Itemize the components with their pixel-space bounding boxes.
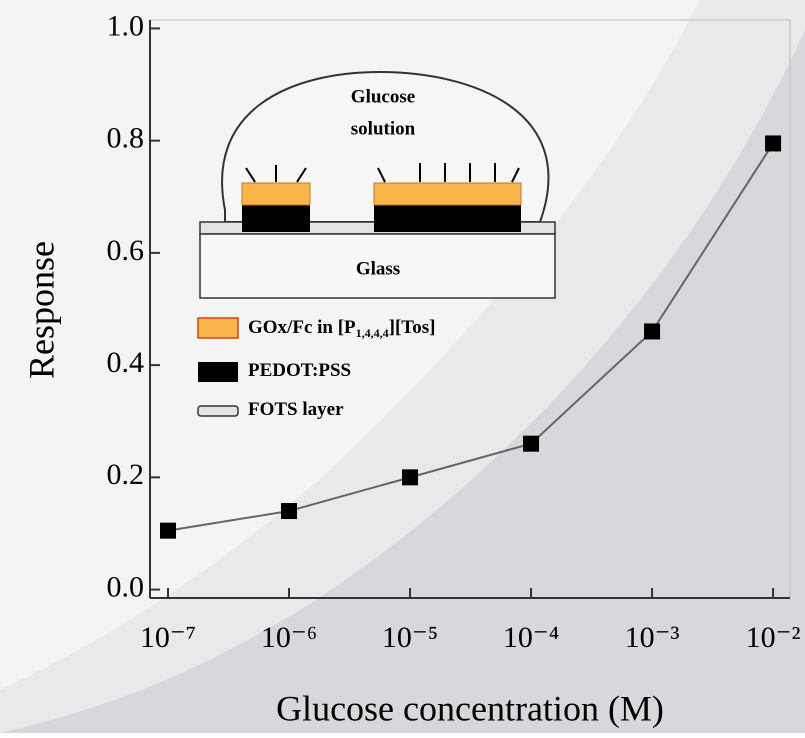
y-axis-label: Response <box>21 241 61 379</box>
data-line <box>167 142 774 532</box>
gox-block <box>241 182 311 206</box>
data-point <box>281 503 298 520</box>
glass-substrate <box>199 233 556 299</box>
x-tick-label: 10⁻⁶ <box>261 621 317 654</box>
solution-label: Glucose <box>351 86 415 107</box>
legend-label: GOx/Fc in [P1,4,4,4][Tos] <box>248 317 435 339</box>
y-tick-label: 0.4 <box>107 346 145 379</box>
x-tick-label: 10⁻² <box>746 621 801 654</box>
arrows <box>245 163 520 183</box>
y-tick-label: 1.0 <box>107 9 145 42</box>
inset-diagram: Glucose solution Glass GOx/Fc in [P1,4,4… <box>197 70 556 420</box>
data-point <box>765 135 782 152</box>
pedot-block <box>374 205 521 232</box>
data-point <box>644 323 661 340</box>
legend-swatch <box>198 362 238 382</box>
gox-block <box>373 182 522 206</box>
legend-label-part: FOTS layer <box>248 399 344 420</box>
substrate-label: Glass <box>356 258 400 279</box>
legend-swatch <box>197 405 239 417</box>
legend-swatch <box>197 317 239 339</box>
x-tick-label: 10⁻⁵ <box>382 621 438 654</box>
data-point <box>402 469 419 486</box>
y-tick-label: 0.2 <box>107 458 145 491</box>
x-tick-label: 10⁻³ <box>625 621 680 654</box>
legend-label-part: GOx/Fc in [P <box>248 317 356 338</box>
y-tick-label: 0.6 <box>107 234 145 267</box>
legend-label: FOTS layer <box>248 399 344 420</box>
x-tick-label: 10⁻⁴ <box>503 621 559 654</box>
y-tick-label: 0.8 <box>107 122 145 155</box>
data-point <box>159 522 176 539</box>
solution-label: solution <box>351 118 416 139</box>
pedot-block <box>242 205 310 232</box>
legend-label: PEDOT:PSS <box>248 360 351 381</box>
x-axis-label: Glucose concentration (M) <box>276 688 664 728</box>
legend-label-subscript: 1,4,4,4 <box>356 326 389 340</box>
y-tick-label: 0.0 <box>107 570 145 603</box>
data-point <box>523 435 540 452</box>
legend-label-part: ][Tos] <box>389 317 436 338</box>
x-tick-label: 10⁻⁷ <box>140 621 196 654</box>
legend-label-part: PEDOT:PSS <box>248 360 351 381</box>
